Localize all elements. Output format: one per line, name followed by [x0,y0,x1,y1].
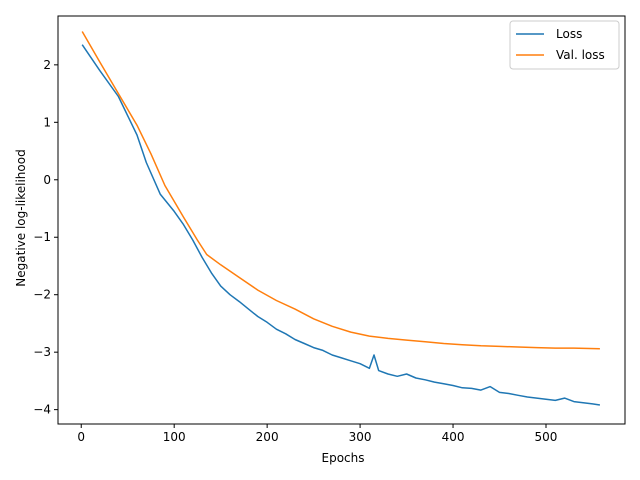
legend-label-2: Val. loss [556,48,605,62]
x-tick-label: 100 [163,430,186,444]
y-tick-label: −3 [33,345,51,359]
series-line-2 [81,31,600,350]
x-tick-label: 200 [256,430,279,444]
x-tick-label: 0 [77,430,85,444]
series-line-1 [81,44,601,406]
x-axis-label: Epochs [322,451,365,465]
x-tick-label: 300 [349,430,372,444]
y-tick-label: −4 [33,403,51,417]
y-tick-label: 2 [43,58,51,72]
series-layer [81,31,601,406]
x-tick-label: 500 [535,430,558,444]
y-tick-label: 0 [43,173,51,187]
y-tick-label: 1 [43,115,51,129]
y-axis-ticks: −4 −3 −2 −1 0 1 2 [33,58,58,417]
y-tick-label: −1 [33,230,51,244]
legend: Loss Val. loss [509,20,620,70]
legend-box [509,20,620,70]
plot-frame [57,15,626,425]
y-tick-label: −2 [33,288,51,302]
legend-label-1: Loss [556,27,582,41]
x-tick-label: 400 [442,430,465,444]
y-axis-label: Negative log-likelihood [14,149,28,286]
x-axis-ticks: 0 100 200 300 400 500 [77,424,557,444]
